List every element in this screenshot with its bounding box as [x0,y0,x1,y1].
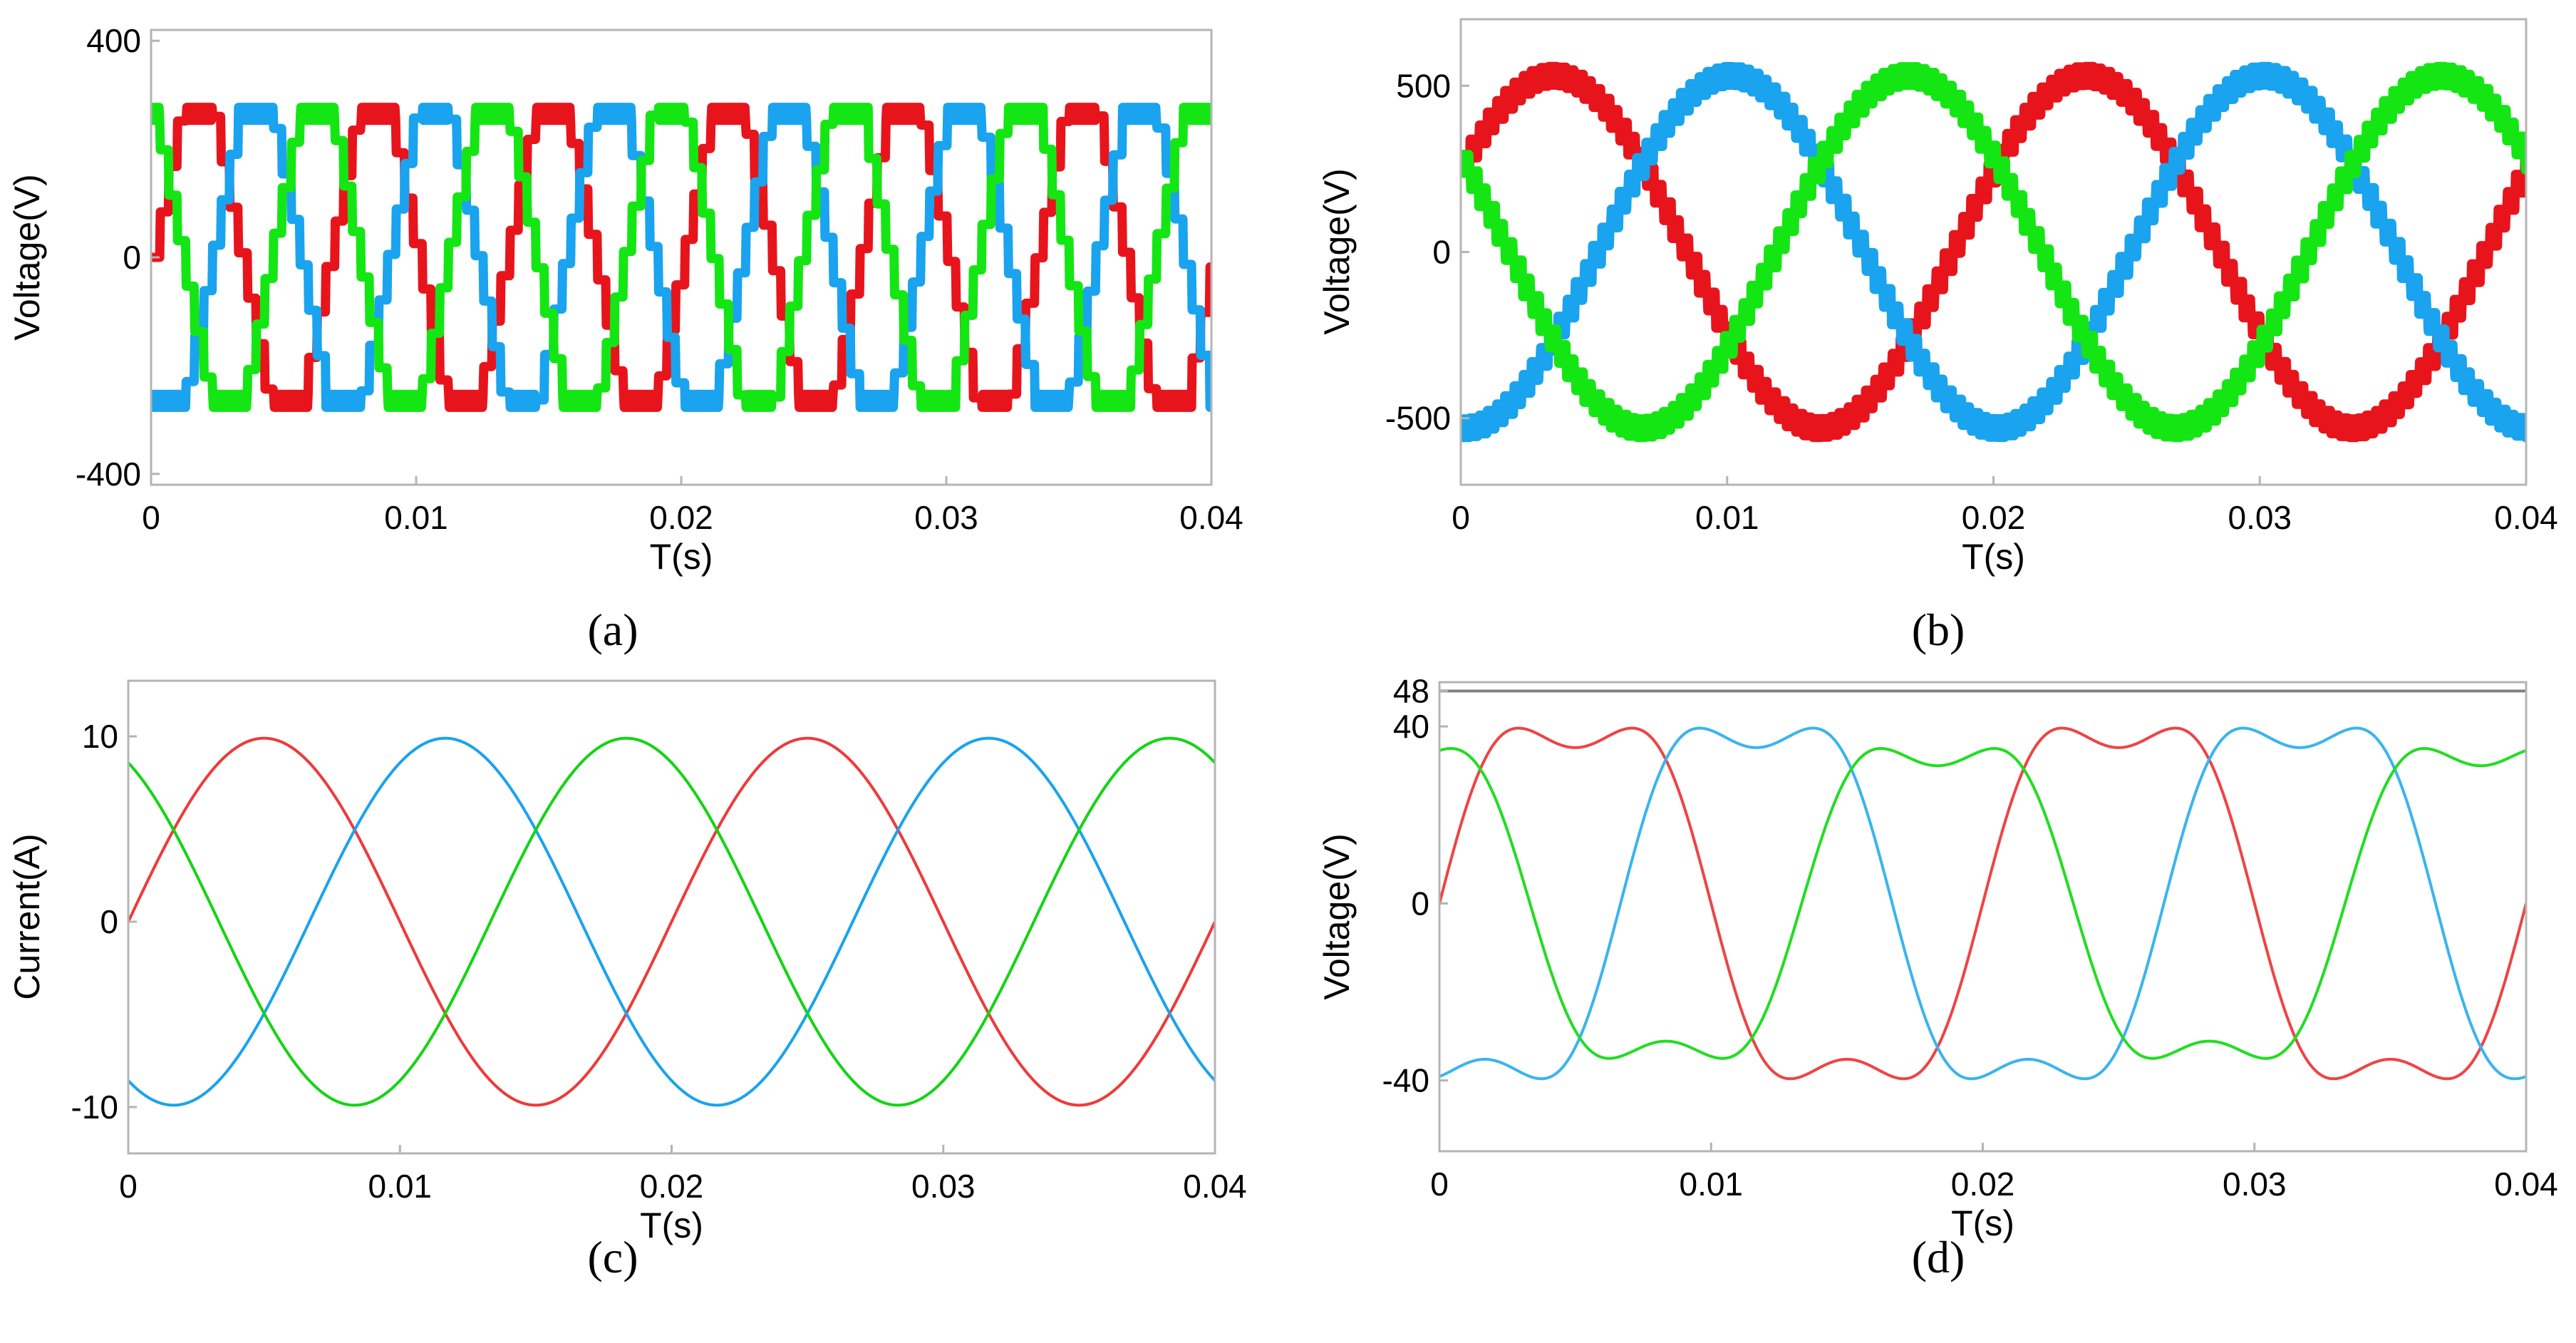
axes-frame [1438,681,2528,1153]
plot-area-c [128,736,1215,1107]
x-tick-label: 0.02 [640,1168,704,1205]
series-phase-c [128,736,1215,1107]
series-phase-b [151,103,1211,412]
x-tick-label: 0.04 [1179,499,1243,536]
y-axis-label: Voltage(V) [7,174,47,340]
panel-caption: (b) [1912,604,1965,655]
y-tick-label: 400 [86,22,141,59]
plot-area-a [151,103,1211,412]
x-tick-label: 0.01 [384,499,448,536]
x-tick-label: 0 [1452,499,1470,536]
y-tick-label: 10 [82,718,118,755]
x-tick-label: 0 [142,499,160,536]
series-phase-b [1439,726,2526,1081]
x-tick-label: 0.03 [914,499,978,536]
x-tick-label: 0.04 [2494,1166,2558,1203]
panel-caption: (a) [587,604,638,655]
series-phase-c [1439,747,2526,1060]
y-tick-label: 0 [123,239,141,276]
x-tick-label: 0 [1430,1166,1449,1203]
x-tick-label: 0.03 [911,1168,976,1205]
x-tick-label: 0.02 [1962,499,2026,536]
y-axis-label: Current(A) [7,833,47,999]
x-tick-label: 0.01 [1679,1166,1743,1203]
y-tick-label: 0 [1432,234,1451,271]
x-tick-label: 0.03 [2223,1166,2287,1203]
chart-a: 0 0.01 0.02 0.03 0.044000-400T(s)Voltage(V)(… [7,22,1243,655]
panel-caption: (c) [587,1232,638,1282]
panel-caption: (d) [1912,1232,1965,1282]
series-phase-c [151,103,1211,412]
y-tick-label: 0 [1411,885,1429,922]
series-phase-a [151,103,1211,412]
y-tick-label: 40 [1393,708,1429,745]
chart-b: 0 0.01 0.02 0.03 0.04 500 0 -500 T(s) Voltage(V) (… [1317,18,2558,655]
x-axis-label: T(s) [1951,1203,2014,1243]
x-tick-label: 0.01 [1695,499,1759,536]
x-tick-label: 0 [119,1168,138,1205]
x-tick-label: 0.02 [1951,1166,2015,1203]
y-axis-label: Voltage(V) [1317,168,1357,334]
x-axis-label: T(s) [640,1205,703,1245]
y-tick-label: 500 [1396,67,1451,104]
y-tick-label: -400 [76,456,141,493]
x-axis-label: T(s) [650,537,713,577]
x-axis-label: T(s) [1962,537,2025,577]
series-phase-c [1461,61,2526,443]
x-tick-label: 0.04 [1183,1168,1247,1205]
x-tick-label: 0.02 [649,499,713,536]
plot-area-b [1461,61,2526,443]
x-tick-label: 0.01 [368,1168,432,1205]
y-tick-label: -40 [1382,1062,1429,1099]
series-phase-a [128,736,1215,1107]
series-phase-a [1439,726,2526,1081]
y-tick-label: -10 [71,1089,118,1126]
y-axis-label: Voltage(V) [1317,833,1357,999]
y-tick-label: 48 [1393,672,1429,709]
series-phase-b [128,736,1215,1107]
x-tick-label: 0.03 [2228,499,2292,536]
plot-area-d [1439,726,2526,1081]
x-tick-label: 0.04 [2494,499,2558,536]
y-tick-label: -500 [1385,400,1451,437]
chart-c: 0 0.01 0.02 0.03 0.04 10 0 -10 T(s) Current(A) (c) [7,679,1247,1282]
y-tick-label: 0 [100,903,118,940]
